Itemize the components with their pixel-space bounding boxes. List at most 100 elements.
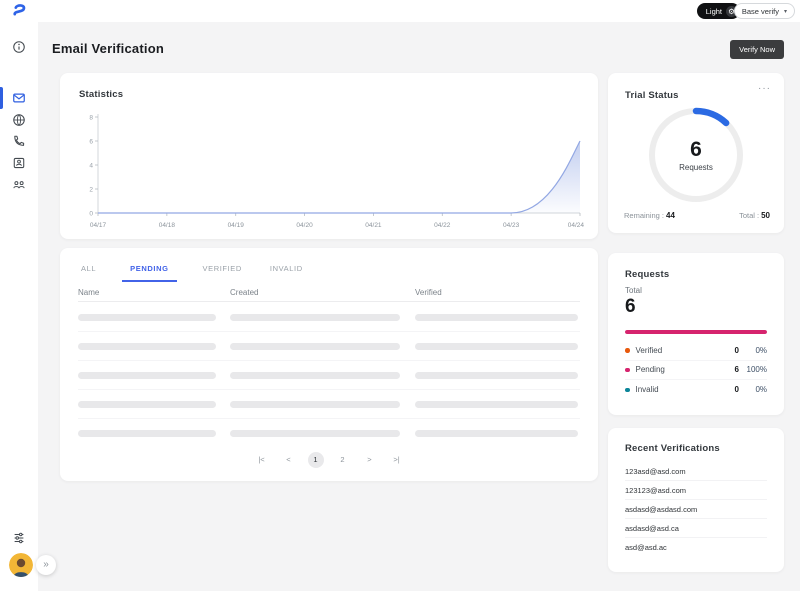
trial-total-label: Total :	[739, 211, 760, 220]
table-row	[78, 390, 580, 419]
svg-text:04/21: 04/21	[365, 222, 382, 229]
request-stat-row: Verified 0 0%	[625, 341, 767, 361]
skeleton-bar	[230, 342, 400, 350]
skeleton-bar	[230, 371, 400, 379]
contacts-icon[interactable]	[12, 156, 26, 170]
svg-text:04/18: 04/18	[159, 222, 176, 229]
theme-toggle-button[interactable]: Light ⚙	[696, 3, 740, 19]
svg-text:6: 6	[89, 138, 93, 145]
recent-email: asdasd@asdasd.com	[625, 500, 767, 519]
stat-percent: 0%	[755, 385, 767, 395]
invalid-dot-icon	[625, 387, 630, 392]
stat-count: 0	[734, 345, 739, 355]
active-nav-indicator	[0, 87, 3, 109]
pagination-prev-page[interactable]: <	[286, 455, 291, 464]
skeleton-bar	[78, 371, 216, 379]
recent-email: asd@asd.ac	[625, 543, 667, 552]
pending-dot-icon	[625, 367, 630, 372]
tab-all[interactable]: ALL	[81, 264, 97, 273]
skeleton-bar	[78, 342, 216, 350]
status-tabs: ALL PENDING VERIFIED INVALID	[79, 260, 305, 282]
skeleton-bar	[78, 400, 216, 408]
svg-text:04/20: 04/20	[296, 222, 313, 229]
table-row	[78, 303, 580, 332]
skeleton-bar	[415, 342, 578, 350]
column-verified: Verified	[415, 288, 442, 297]
skeleton-bar	[415, 371, 578, 379]
trial-progress-ring	[648, 107, 744, 203]
table-row	[78, 332, 580, 361]
column-created: Created	[230, 288, 259, 297]
workspace-selector-label: Base verify	[741, 6, 779, 16]
trial-remaining-label: Remaining :	[624, 211, 665, 220]
requests-progress-track	[625, 330, 767, 334]
mail-icon[interactable]	[12, 91, 26, 105]
trial-total-value: 50	[761, 211, 770, 220]
tab-pending[interactable]: PENDING	[122, 260, 177, 282]
recent-list: 123asd@asd.com 123123@asd.com asdasd@asdas…	[625, 462, 767, 557]
recent-verifications-card: Recent Verifications 123asd@asd.com 12312…	[608, 428, 784, 572]
stat-count: 0	[734, 385, 739, 395]
requests-progress-fill	[625, 330, 767, 334]
trial-status-card: Trial Status ··· 6 Requests Remaining :4…	[608, 73, 784, 233]
topbar: Light ⚙ Base verify ▾	[0, 0, 800, 22]
request-stat-row: Pending 6 100%	[625, 361, 767, 380]
statistics-chart: 0 2 4 6 8 04/17 04/18 04/19 04/20 04/21 04/22 04/23…	[89, 114, 585, 229]
svg-text:0: 0	[89, 210, 93, 217]
filters-icon[interactable]	[12, 531, 26, 545]
svg-text:04/17: 04/17	[90, 222, 107, 229]
brand-logo[interactable]	[11, 3, 27, 19]
requests-total-label: Total	[625, 286, 642, 295]
table-row	[78, 419, 580, 448]
request-stat-row: Invalid 0 0%	[625, 380, 767, 400]
chart-container: 0 2 4 6 8 04/17 04/18 04/19 04/20 04/21 04/22 04/23…	[72, 107, 588, 233]
requests-card: Requests Total 6 Verified 0 0% Pending 6 100%…	[608, 253, 784, 415]
skeleton-bar	[415, 400, 578, 408]
info-icon[interactable]	[12, 40, 26, 54]
pagination-page-1[interactable]: 1	[307, 452, 324, 468]
page-title: Email Verification	[52, 41, 164, 56]
trial-ring	[646, 105, 746, 205]
theme-toggle-label: Light	[705, 6, 722, 16]
team-icon[interactable]	[12, 178, 26, 192]
pagination-next-page[interactable]: >	[367, 455, 372, 464]
trial-remaining-value: 44	[666, 211, 675, 220]
tab-verified[interactable]: VERIFIED	[202, 264, 242, 273]
globe-icon[interactable]	[12, 113, 26, 127]
column-name: Name	[78, 288, 100, 297]
workspace-selector[interactable]: Base verify ▾	[733, 3, 795, 19]
recent-email: asdasd@asd.ca	[625, 519, 767, 538]
svg-text:2: 2	[89, 186, 93, 193]
avatar[interactable]	[9, 553, 33, 577]
svg-text:4: 4	[89, 162, 93, 169]
pagination: |< <1 2 > >|	[60, 452, 598, 468]
phone-icon[interactable]	[12, 134, 26, 148]
pagination-last-page[interactable]: >|	[393, 455, 400, 464]
pagination-first-page[interactable]: |<	[258, 455, 265, 464]
more-options-icon[interactable]: ···	[758, 83, 771, 94]
trial-total: Total :50	[739, 211, 770, 220]
avatar-image	[9, 553, 33, 577]
recent-verifications-title: Recent Verifications	[625, 443, 720, 454]
sidebar	[0, 0, 38, 591]
pagination-page-2[interactable]: 2	[340, 455, 345, 464]
skeleton-bar	[230, 400, 400, 408]
stat-percent: 100%	[746, 365, 767, 375]
verify-now-button[interactable]: Verify Now	[730, 40, 784, 59]
svg-text:04/24: 04/24	[568, 222, 585, 229]
tab-invalid[interactable]: INVALID	[269, 264, 303, 273]
skeleton-bar	[78, 430, 216, 437]
sidebar-expand-button[interactable]: »	[36, 555, 56, 575]
table-header: Name Created Verified	[78, 284, 580, 302]
recent-email: 123123@asd.com	[625, 481, 767, 500]
skeleton-bar	[415, 313, 578, 321]
svg-text:04/22: 04/22	[434, 222, 451, 229]
trial-status-title: Trial Status	[625, 90, 679, 101]
skeleton-bar	[78, 313, 216, 321]
verified-dot-icon	[625, 348, 630, 353]
stat-label: Pending	[635, 365, 665, 375]
skeleton-bar	[415, 430, 578, 437]
skeleton-bar	[230, 430, 400, 437]
skeleton-bar	[230, 313, 400, 321]
